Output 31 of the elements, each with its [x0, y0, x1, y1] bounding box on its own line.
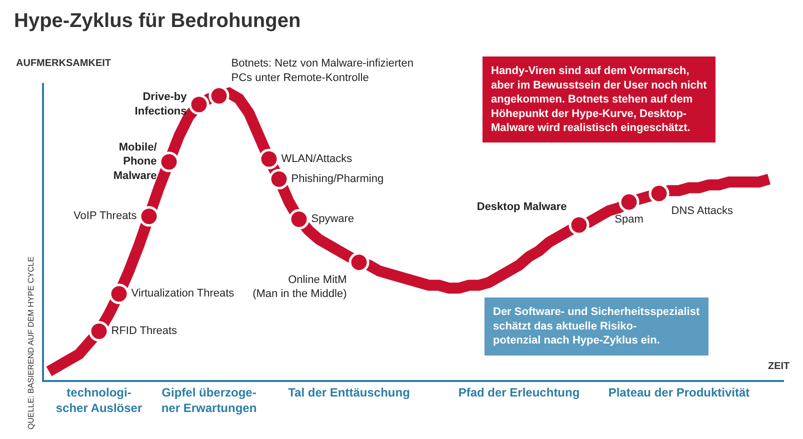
- x-tick-label: Pfad der Erleuchtung: [458, 385, 580, 400]
- source-note: QUELLE: BASIEREND AUF DEM HYPE CYCLE: [26, 256, 36, 430]
- annotation: Der Software- und Sicherheitsspezialist schätzt das aktuelle Risiko- potenzial nach Hype-Zyklus ein.: [493, 306, 700, 347]
- annotation: Handy-Viren sind auf dem Vormarsch, aber im Bewusstsein der User noch nicht angekommen. Botnets stehen auf dem Höhepunkt der Hype-Kurve, Desktop- Malware wird realistisch eingeschätzt.: [491, 65, 708, 134]
- series-label: Phishing/Pharming: [291, 172, 384, 185]
- point: [258, 148, 280, 170]
- point: [88, 320, 110, 342]
- point: [188, 94, 210, 115]
- point: [288, 209, 310, 230]
- x-tick-label: Plateau der Produktivität: [608, 385, 750, 400]
- series-label: RFID Threats: [111, 324, 178, 337]
- series-label: Botnets: Netz von Malware-infizierten PCs unter Remote-Kontrolle: [231, 58, 414, 84]
- series-label: Spyware: [311, 213, 354, 226]
- series-label: Drive-by Infections: [134, 91, 188, 118]
- y-axis-title: AUFMERKSAMKEIT: [16, 58, 111, 69]
- series-label: Mobile/ Phone Malware: [113, 141, 157, 182]
- series-label: Desktop Malware: [476, 201, 567, 214]
- point: [108, 284, 130, 304]
- series-label: DNS Attacks: [671, 204, 734, 217]
- series-label: Spam: [614, 214, 644, 226]
- point: [268, 168, 290, 190]
- series-label: VoIP Threats: [74, 210, 138, 222]
- x-axis-title: ZEIT: [768, 361, 790, 372]
- point: [158, 152, 180, 172]
- series-label: Online MitM (Man in the Middle): [252, 274, 347, 300]
- series-label: Virtualization Threats: [131, 288, 235, 300]
- x-tick-label: Tal der Enttäuschung: [288, 385, 410, 400]
- x-tick-label: Gipfel überzoge- ner Erwartungen: [161, 385, 257, 415]
- series-label: WLAN/Attacks: [281, 152, 353, 165]
- x-tick-label: technologi- scher Auslöser: [56, 385, 142, 415]
- chart-title: Hype-Zyklus für Bedrohungen: [14, 10, 301, 32]
